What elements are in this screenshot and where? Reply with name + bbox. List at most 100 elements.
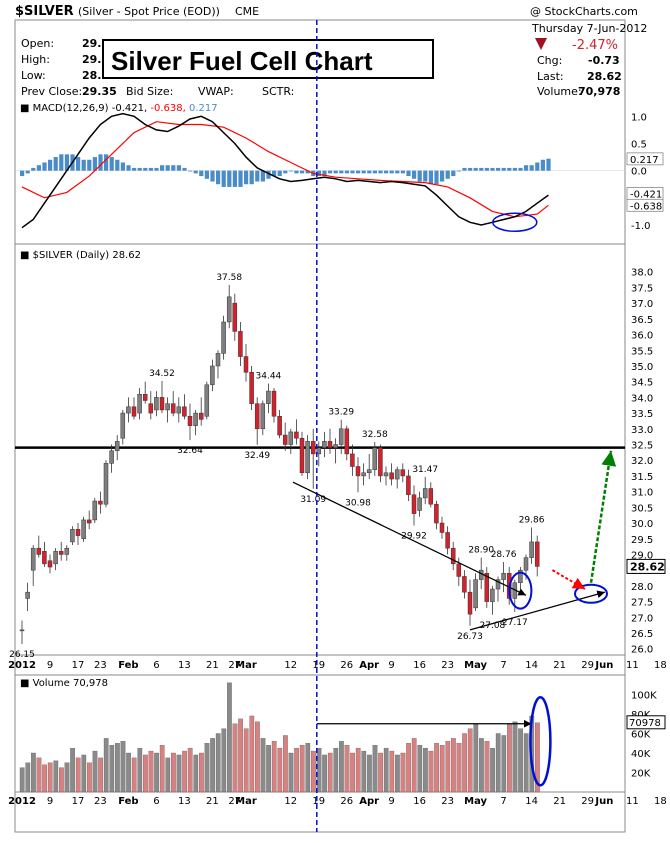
volume-bar (75, 757, 81, 793)
ascending-trendline (469, 590, 606, 631)
macd-histogram-bar (283, 170, 288, 174)
candle-body (170, 403, 176, 414)
price-label: 32.49 (244, 451, 270, 461)
candle-body (75, 529, 81, 536)
macd-histogram-bar (137, 167, 142, 171)
volume-bar (400, 752, 406, 793)
volume-x-axis-label: 2012 (8, 796, 36, 807)
volume-bar (154, 752, 159, 793)
x-axis-label: 14 (525, 660, 538, 671)
candle-body (126, 406, 131, 414)
high-label: High: (21, 53, 50, 66)
macd-histogram-bar (238, 170, 243, 187)
volume-bar (232, 723, 238, 793)
candle-body (210, 365, 215, 386)
macd-histogram-bar (540, 159, 545, 171)
macd-crossover-circle (492, 212, 538, 233)
candle-body (137, 393, 142, 414)
volume-x-axis-label: 7 (500, 796, 506, 807)
x-axis-label: 27 (228, 660, 241, 671)
volume-bar (288, 752, 294, 793)
candle-body (254, 403, 260, 430)
macd-histogram-bar (98, 154, 103, 171)
macd-line (21, 112, 549, 229)
overlay-title: Silver Fuel Cell Chart (111, 46, 373, 76)
volume-bar (456, 743, 462, 793)
macd-histogram-bar (227, 170, 232, 187)
candle-body (182, 406, 187, 417)
candle-body (47, 560, 53, 568)
macd-histogram-bar (160, 165, 165, 171)
volume-x-axis-label: Feb (118, 796, 138, 807)
macd-histogram-bar (529, 165, 534, 171)
macd-histogram-bar (507, 167, 512, 171)
macd-histogram-bar (288, 170, 293, 172)
macd-histogram-bar (417, 170, 422, 182)
candle-body (165, 403, 170, 411)
price-label: 37.58 (216, 273, 242, 283)
candle-body (266, 390, 271, 404)
candle-body (238, 331, 243, 357)
macd-histogram-bar (255, 170, 260, 182)
last-price-label: 28.62 (630, 560, 665, 573)
volume-bar (64, 762, 70, 793)
macd-histogram-bar (305, 170, 310, 174)
candle-body (529, 541, 534, 558)
volume-bar (423, 747, 428, 793)
macd-histogram-bar (512, 167, 517, 171)
vwap-label: VWAP: (198, 85, 234, 98)
volume-bar (535, 722, 540, 793)
macd-histogram-bar (76, 157, 81, 171)
price-ytick-label: 31.0 (631, 488, 653, 499)
x-axis-label: 9 (388, 660, 394, 671)
volume-bar (19, 767, 25, 793)
macd-value-label: 0.217 (630, 155, 659, 166)
price-label: 26.15 (9, 650, 35, 660)
volume-bar (283, 735, 288, 793)
volume-x-axis-label: May (464, 796, 487, 807)
price-ytick-label: 35.5 (631, 346, 653, 357)
volume-bar (271, 741, 277, 793)
price-label: 34.52 (149, 369, 175, 379)
volume-bar (25, 762, 31, 793)
candle-body (406, 475, 411, 496)
candle-body (204, 384, 210, 417)
macd-value-box (626, 198, 664, 212)
volume-bar (92, 750, 98, 793)
volume-bar (98, 757, 103, 793)
price-label: 32.58 (362, 430, 388, 440)
macd-histogram-bar (171, 165, 176, 171)
macd-histogram-bar (232, 170, 237, 187)
candle-body (154, 397, 159, 411)
x-axis-label: 21 (553, 660, 566, 671)
volume-bar (143, 754, 148, 793)
macd-value-label: -0.638 (630, 201, 662, 212)
candle-body (501, 573, 506, 580)
macd-ytick-label: 1.0 (631, 112, 647, 123)
candle-body (58, 551, 64, 555)
candle-body (495, 579, 501, 590)
candle-body (428, 488, 434, 505)
volume-bar (383, 747, 389, 793)
volume-bar (467, 728, 473, 793)
volume-bar (137, 747, 143, 793)
price-legend: ■ $SILVER (Daily) 28.62 (20, 250, 141, 261)
volume-bar (417, 745, 423, 793)
candle-body (322, 441, 327, 448)
exchange-label: CME (235, 5, 259, 18)
volume-bar (182, 750, 187, 793)
volume-bar (120, 741, 126, 793)
candle-body (299, 437, 305, 474)
volume-bar (148, 750, 154, 793)
volume-bar (389, 750, 395, 793)
candle-body (114, 441, 120, 452)
volume-bar (462, 733, 467, 793)
macd-histogram-bar (479, 167, 484, 171)
candle-body (456, 563, 462, 577)
price-ytick-label: 27.5 (631, 598, 653, 609)
volume-bar (350, 752, 355, 793)
x-axis-label: 9 (47, 660, 53, 671)
volume-bar (42, 764, 47, 793)
volume-bar (311, 750, 316, 793)
price-label: 27.08 (480, 621, 506, 631)
